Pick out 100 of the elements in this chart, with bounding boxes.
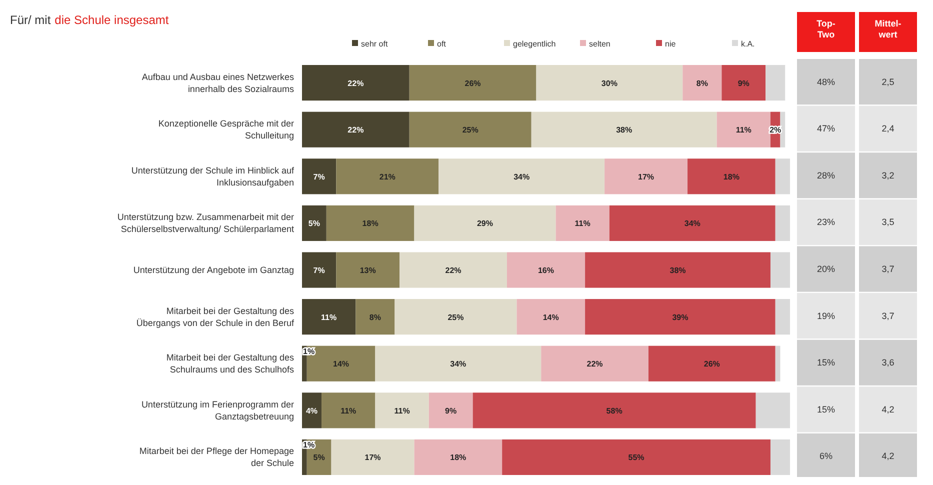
data-label: 8% (696, 78, 708, 88)
bar (531, 112, 717, 148)
bar (438, 158, 605, 194)
data-label: 29% (476, 219, 494, 228)
bar (780, 112, 786, 148)
data-label: 34% (450, 360, 466, 369)
text: 3,5 (882, 217, 894, 228)
bar (722, 65, 766, 101)
text: 3,6 (882, 358, 894, 368)
y-tick-label: Mitarbeit bei der Gestaltung des Übergangs von der Schule in den Beruf (136, 306, 294, 328)
bar (648, 346, 776, 382)
bar (322, 392, 376, 428)
bar (356, 299, 395, 335)
bar (775, 299, 790, 335)
y-tick-label: Konzeptionelle Gespräche mit der Schulleitung (158, 118, 294, 141)
bar (716, 112, 770, 148)
bar (394, 299, 517, 335)
text: 3,2 (882, 170, 894, 180)
bar (414, 205, 556, 241)
data-label: 17% (638, 172, 654, 182)
text: 4,2 (882, 451, 894, 462)
text: 4,2 (882, 404, 894, 414)
bar (302, 65, 410, 101)
bar (502, 439, 770, 475)
bar (775, 158, 790, 194)
data-label: 5% (313, 453, 325, 462)
bar (585, 299, 776, 335)
data-label: 17% (364, 453, 381, 462)
legend-label: oft (437, 40, 447, 48)
data-label: 8% (369, 312, 381, 322)
y-tick-label: Unterstützung im Ferienprogramm der Ganztagsbetreuung (141, 399, 294, 422)
y-tick-label: Mitarbeit bei der Pflege der Homepage der Schule (139, 446, 294, 468)
data-label: 14% (542, 312, 559, 322)
text: 48% (816, 76, 836, 87)
bar (775, 205, 790, 241)
bar (604, 158, 688, 194)
data-label: 22% (348, 126, 364, 135)
bar (326, 205, 414, 241)
bar (556, 205, 610, 241)
bar (302, 158, 336, 194)
data-label: 7% (313, 172, 325, 182)
bar (302, 299, 356, 335)
y-tick-label: Unterstützung bzw. Zusammenarbeit mit der Schülerselbstverwaltung/ Schülerparlament (117, 212, 294, 234)
data-label: 55% (628, 453, 644, 462)
data-label: 7% (313, 266, 325, 275)
data-label: 11% (340, 406, 356, 416)
data-label: 18% (450, 453, 466, 462)
bar (506, 252, 586, 288)
data-label: 9% (445, 406, 457, 416)
text: 28% (816, 170, 836, 180)
data-label: 14% (333, 360, 350, 369)
data-label: 16% (538, 266, 554, 275)
legend-label: gelegentlich (513, 40, 556, 48)
bar (516, 299, 586, 335)
bar (414, 439, 502, 475)
data-label: 22% (586, 360, 603, 369)
data-label: 11% (321, 312, 337, 322)
bar (766, 65, 786, 101)
data-label: 22% (445, 266, 462, 275)
data-label: 4% (306, 406, 318, 416)
bar (585, 252, 770, 288)
bar (770, 252, 790, 288)
text: die Schule insgesamt (54, 13, 170, 27)
text: Top-Two (816, 18, 836, 40)
data-label: 11% (574, 219, 590, 228)
text: 47% (816, 124, 836, 134)
bar (375, 346, 542, 382)
bar (302, 392, 322, 428)
legend-label: sehr oft (361, 40, 388, 48)
text: 15% (816, 358, 836, 368)
data-label: 26% (704, 360, 720, 369)
text: 6% (819, 451, 833, 462)
bar (336, 252, 400, 288)
data-label: 38% (670, 266, 686, 275)
bar (472, 392, 756, 428)
bar (688, 158, 776, 194)
bar (428, 392, 473, 428)
text: 2,4 (882, 124, 894, 134)
data-label: 18% (362, 219, 378, 228)
text: 23% (816, 217, 836, 228)
data-label: 34% (514, 172, 530, 182)
bar (375, 392, 429, 428)
bar (409, 112, 532, 148)
text: 3,7 (882, 310, 894, 321)
y-tick-label: Aufbau und Ausbau eines Netzwerkes innerhalb des Sozialraums (142, 72, 294, 94)
bar (409, 65, 536, 101)
data-label: 25% (448, 312, 464, 322)
bar (682, 65, 722, 101)
bar (336, 158, 439, 194)
data-label: 11% (736, 126, 752, 135)
text: 3,7 (882, 264, 894, 274)
data-label: 21% (379, 172, 396, 182)
y-tick-label: Mitarbeit bei der Gestaltung des Schulraums und des Schulhofs (166, 352, 294, 375)
text: Mittel-wert (874, 18, 902, 40)
bar (770, 439, 790, 475)
data-label: 34% (684, 219, 700, 228)
data-label: 58% (606, 406, 622, 416)
bar (302, 112, 410, 148)
data-label: 38% (616, 126, 632, 135)
bar (541, 346, 648, 382)
